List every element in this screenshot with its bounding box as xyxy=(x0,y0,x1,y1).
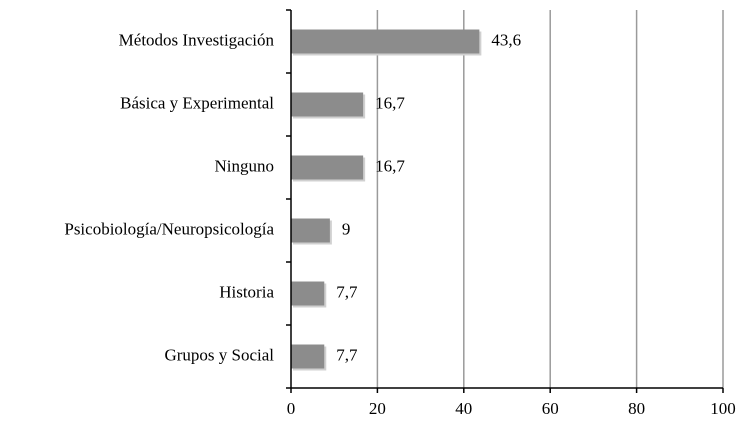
bar xyxy=(291,29,480,54)
y-tick-label: Historia xyxy=(219,282,274,301)
value-label: 7,7 xyxy=(336,282,358,301)
bar xyxy=(291,218,330,243)
x-tick-label: 40 xyxy=(455,399,472,418)
x-tick-label: 80 xyxy=(628,399,645,418)
y-tick-label: Básica y Experimental xyxy=(120,93,274,112)
y-tick-label: Ninguno xyxy=(215,156,275,175)
y-tick-label: Psicobiología/Neuropsicología xyxy=(64,219,274,238)
value-label: 7,7 xyxy=(336,345,358,364)
x-tick-label: 0 xyxy=(287,399,296,418)
y-tick-label: Grupos y Social xyxy=(164,345,274,364)
value-label: 43,6 xyxy=(491,30,521,49)
value-label: 16,7 xyxy=(375,93,405,112)
bar xyxy=(291,344,325,369)
y-tick-label: Métodos Investigación xyxy=(119,30,275,49)
bar xyxy=(291,155,364,180)
value-label: 16,7 xyxy=(375,156,405,175)
x-tick-label: 60 xyxy=(542,399,559,418)
x-tick-label: 20 xyxy=(369,399,386,418)
bar xyxy=(291,281,325,306)
value-label: 9 xyxy=(342,219,351,238)
x-tick-label: 100 xyxy=(710,399,736,418)
bar xyxy=(291,92,364,117)
